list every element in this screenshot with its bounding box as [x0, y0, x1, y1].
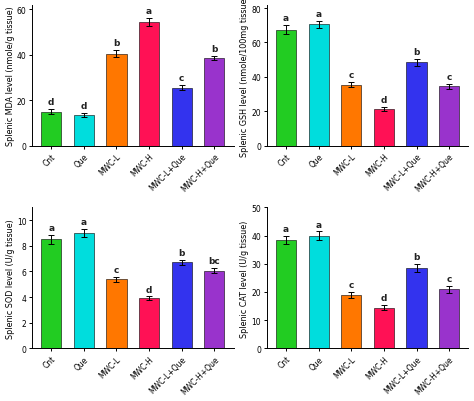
Bar	[106, 279, 127, 348]
Bar	[172, 89, 192, 146]
Y-axis label: Splenic MDA level (nmole/g tissue): Splenic MDA level (nmole/g tissue)	[6, 6, 15, 146]
Text: c: c	[447, 73, 452, 82]
Bar	[276, 30, 296, 146]
Text: c: c	[447, 274, 452, 283]
Text: b: b	[178, 249, 185, 257]
Text: a: a	[81, 218, 87, 227]
Bar	[374, 308, 394, 348]
Text: c: c	[349, 280, 354, 290]
Bar	[172, 263, 192, 348]
Bar	[407, 268, 427, 348]
Bar	[74, 116, 94, 146]
Text: a: a	[283, 14, 289, 23]
Text: d: d	[81, 102, 87, 111]
Bar	[309, 236, 329, 348]
Bar	[41, 112, 61, 146]
Text: b: b	[113, 39, 119, 48]
Bar	[341, 85, 362, 146]
Text: d: d	[146, 285, 152, 294]
Text: d: d	[381, 293, 387, 302]
Text: a: a	[316, 220, 322, 229]
Text: a: a	[146, 7, 152, 16]
Text: d: d	[48, 98, 55, 107]
Text: a: a	[316, 10, 322, 19]
Text: a: a	[283, 224, 289, 233]
Bar	[139, 299, 159, 348]
Text: c: c	[349, 71, 354, 80]
Bar	[439, 87, 459, 146]
Bar	[139, 22, 159, 146]
Text: b: b	[413, 252, 420, 261]
Y-axis label: Splenic CAT level (U/g tissue): Splenic CAT level (U/g tissue)	[240, 220, 249, 337]
Y-axis label: Splenic GSH level (nmole/100mg tissue): Splenic GSH level (nmole/100mg tissue)	[240, 0, 249, 157]
Text: c: c	[114, 265, 119, 274]
Bar	[106, 55, 127, 146]
Text: b: b	[413, 48, 420, 57]
Bar	[41, 240, 61, 348]
Bar	[204, 271, 224, 348]
Text: b: b	[211, 45, 218, 54]
Bar	[74, 233, 94, 348]
Y-axis label: Splenic SOD level (U/g tissue): Splenic SOD level (U/g tissue)	[6, 219, 15, 338]
Bar	[276, 240, 296, 348]
Bar	[407, 63, 427, 146]
Bar	[204, 59, 224, 146]
Text: a: a	[48, 223, 55, 233]
Bar	[309, 25, 329, 146]
Text: d: d	[381, 95, 387, 105]
Bar	[439, 290, 459, 348]
Bar	[374, 109, 394, 146]
Text: bc: bc	[209, 257, 220, 266]
Bar	[341, 295, 362, 348]
Text: c: c	[179, 74, 184, 83]
